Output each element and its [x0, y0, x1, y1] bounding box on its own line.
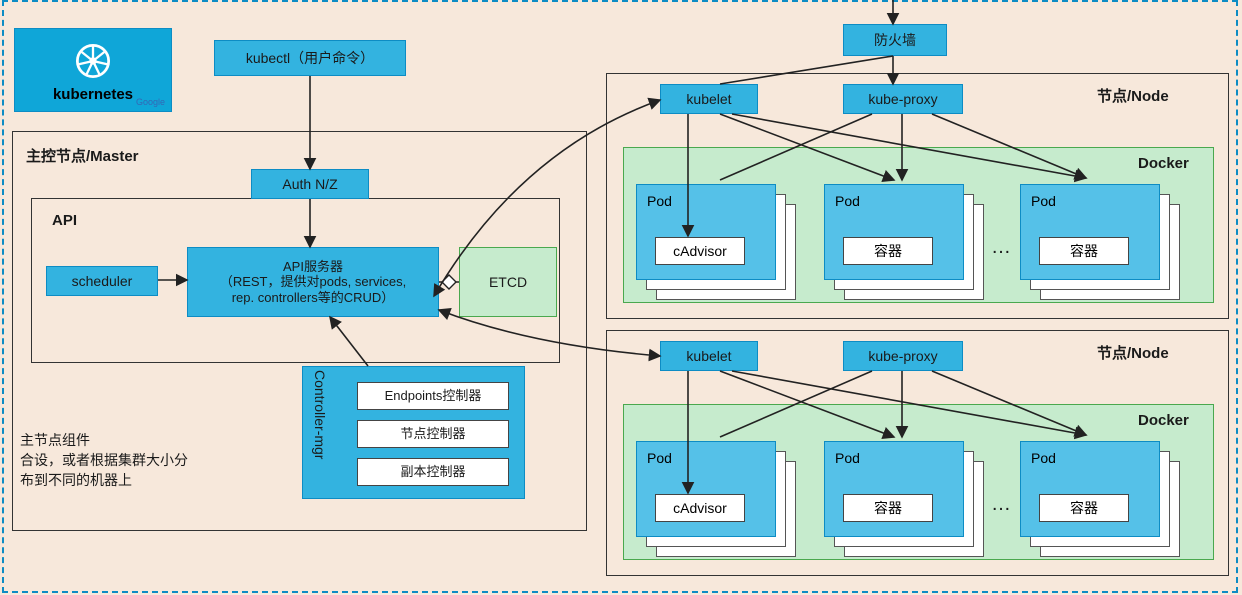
- label-lbl_api: API: [52, 212, 77, 229]
- node-apiserver: API服务器 （REST，提供对pods, services, rep. con…: [187, 247, 439, 317]
- label-lbl_master: 主控节点/Master: [26, 145, 139, 166]
- node-scheduler-label: scheduler: [72, 273, 133, 290]
- node-kubelet1-label: kubelet: [686, 91, 731, 108]
- logo-text: kubernetes: [53, 86, 133, 103]
- pod-pod2c-label: Pod: [1031, 450, 1056, 466]
- pod-pod1b-label: Pod: [835, 193, 860, 209]
- node-firewall-label: 防火墙: [874, 32, 916, 49]
- pod-pod2b: Pod 容器: [824, 441, 964, 537]
- node-ctrl_node: 节点控制器: [357, 420, 509, 448]
- label-lbl_docker1: Docker: [1138, 155, 1189, 172]
- pod-pod2c: Pod 容器: [1020, 441, 1160, 537]
- pod-pod2a: Pod cAdvisor: [636, 441, 776, 537]
- pod-pod2a-inner: cAdvisor: [655, 494, 745, 522]
- pod-pod1b: Pod 容器: [824, 184, 964, 280]
- node-dots2: …: [986, 492, 1016, 516]
- pod-pod1c: Pod 容器: [1020, 184, 1160, 280]
- node-authnz: Auth N/Z: [251, 169, 369, 199]
- pod-pod2b-inner: 容器: [843, 494, 933, 522]
- node-ctrl_ep-label: Endpoints控制器: [385, 388, 482, 404]
- node-kubelet2-label: kubelet: [686, 348, 731, 365]
- pod-pod2b-label: Pod: [835, 450, 860, 466]
- node-firewall: 防火墙: [843, 24, 947, 56]
- node-authnz-label: Auth N/Z: [282, 176, 337, 193]
- logo-subtext: Google: [136, 97, 165, 107]
- node-ctrl_rep-label: 副本控制器: [400, 464, 465, 480]
- pod-pod1a-label: Pod: [647, 193, 672, 209]
- node-etcd: ETCD: [459, 247, 557, 317]
- node-kubelet2: kubelet: [660, 341, 758, 371]
- node-kproxy1: kube-proxy: [843, 84, 963, 114]
- pod-pod1c-label: Pod: [1031, 193, 1056, 209]
- node-dots1-label: …: [991, 235, 1011, 259]
- label-lbl_docker2: Docker: [1138, 412, 1189, 429]
- node-ctrl_node-label: 节点控制器: [400, 426, 465, 442]
- node-kubectl-label: kubectl（用户命令）: [246, 50, 374, 67]
- pod-pod1a: Pod cAdvisor: [636, 184, 776, 280]
- kubernetes-logo: kubernetesGoogle: [14, 28, 172, 112]
- node-kproxy2: kube-proxy: [843, 341, 963, 371]
- node-scheduler: scheduler: [46, 266, 158, 296]
- label-lbl_node1: 节点/Node: [1097, 85, 1169, 106]
- pod-pod2a-label: Pod: [647, 450, 672, 466]
- node-ctrl_rep: 副本控制器: [357, 458, 509, 486]
- label-lbl_node2: 节点/Node: [1097, 342, 1169, 363]
- pod-pod1c-inner: 容器: [1039, 237, 1129, 265]
- node-kubectl: kubectl（用户命令）: [214, 40, 406, 76]
- pod-pod2c-inner: 容器: [1039, 494, 1129, 522]
- node-dots1: …: [986, 235, 1016, 259]
- node-kproxy2-label: kube-proxy: [868, 348, 937, 365]
- label-lbl_mainnote: 主节点组件 合设，或者根据集群大小分 布到不同的机器上: [20, 430, 188, 490]
- pod-pod1b-inner: 容器: [843, 237, 933, 265]
- pod-pod1a-inner: cAdvisor: [655, 237, 745, 265]
- node-apiserver-label: API服务器 （REST，提供对pods, services, rep. con…: [220, 259, 406, 306]
- node-kubelet1: kubelet: [660, 84, 758, 114]
- label-lbl_ctrlmgr: Controller-mgr: [312, 370, 328, 490]
- node-ctrl_ep: Endpoints控制器: [357, 382, 509, 410]
- node-dots2-label: …: [991, 492, 1011, 516]
- node-etcd-label: ETCD: [489, 274, 527, 291]
- node-kproxy1-label: kube-proxy: [868, 91, 937, 108]
